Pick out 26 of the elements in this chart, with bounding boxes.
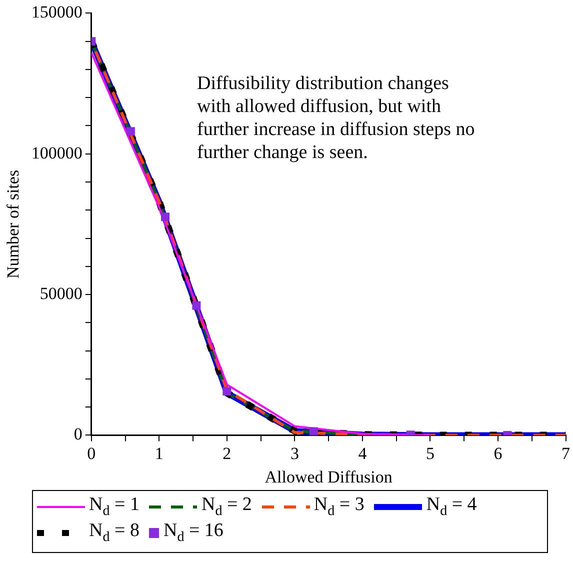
x-tick-label: 6	[494, 444, 502, 463]
y-tick-label: 0	[74, 424, 82, 444]
x-tick-label: 1	[154, 444, 164, 463]
y-axis-title: Number of sites	[4, 170, 23, 278]
x-tick-label: 3	[290, 444, 299, 463]
point	[192, 301, 201, 310]
annotation: Diffusibility distribution changes with allowed diffusion, but with further increase in diffusion steps no further change is seen.	[197, 72, 476, 164]
x-tick-label: 4	[358, 444, 368, 463]
x-tick-label: 0	[87, 444, 96, 463]
legend-label: N$_{d}$ = 4	[426, 494, 477, 520]
point	[309, 427, 318, 436]
point	[126, 127, 135, 136]
y-tick-label: 100000	[31, 143, 82, 162]
x-tick-label: 2	[222, 444, 232, 463]
x-axis-title: Allowed Diffusion	[264, 467, 393, 486]
point	[222, 387, 232, 396]
x-tick-label: 5	[426, 444, 434, 463]
x-tick-label: 7	[562, 444, 570, 463]
y-tick-label: 50000	[40, 284, 82, 303]
legend-label: N$_{d}$ = 2	[201, 494, 252, 520]
legend-label: N$_{d}$ = 3	[314, 494, 364, 520]
y-tick-label: 150000	[31, 2, 82, 22]
legend-label: N$_{d}$ = 1	[89, 494, 140, 520]
legend-label: N$_{d}$ = 8	[89, 520, 140, 546]
legend-label: N$_{d}$ = 16	[163, 520, 224, 546]
point	[161, 212, 170, 222]
